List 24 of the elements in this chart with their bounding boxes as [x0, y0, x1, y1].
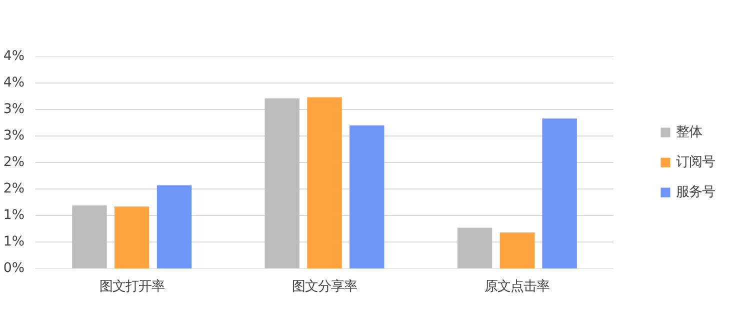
x-tick-label: 图文分享率	[292, 278, 357, 294]
y-tick-label: 3%	[3, 102, 25, 117]
bar	[72, 205, 107, 268]
legend-label: 服务号	[676, 184, 715, 201]
y-tick-label: 4%	[3, 49, 25, 64]
legend-label: 订阅号	[676, 154, 715, 171]
bar	[264, 98, 300, 268]
x-tick-label: 原文点击率	[484, 278, 550, 294]
bar	[156, 185, 192, 268]
y-tick-label: 0%	[3, 261, 25, 276]
bar	[114, 206, 150, 268]
bar	[350, 125, 384, 268]
y-tick-label: 1%	[3, 234, 25, 250]
bar	[500, 232, 535, 268]
bar	[457, 228, 492, 268]
y-tick-label: 2%	[3, 155, 25, 170]
bar	[542, 118, 577, 268]
y-tick-label: 2%	[3, 182, 25, 196]
y-tick-label: 3%	[3, 128, 25, 144]
bar	[307, 97, 342, 268]
y-tick-label: 1%	[3, 208, 25, 223]
y-tick-label: 4%	[3, 76, 25, 90]
legend-label: 整体	[676, 124, 702, 141]
x-tick-label: 图文打开率	[99, 278, 164, 294]
